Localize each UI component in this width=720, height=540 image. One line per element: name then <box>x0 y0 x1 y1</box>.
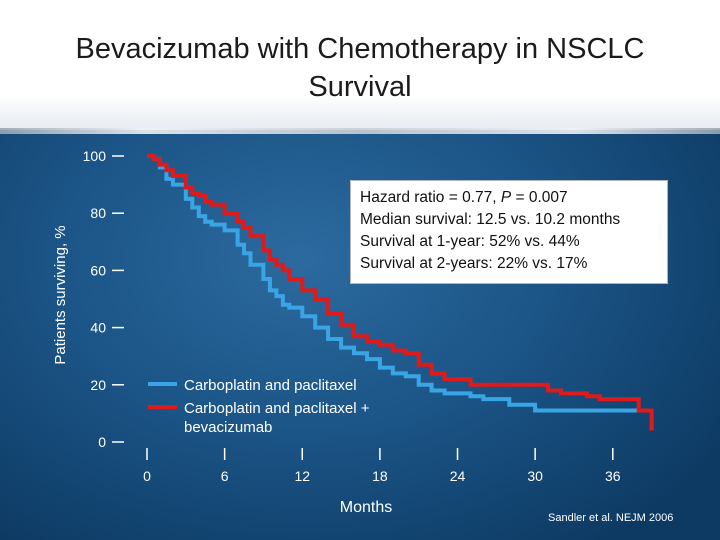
slide-title: Bevacizumab with Chemotherapy in NSCLC S… <box>10 30 710 106</box>
x-tick-label-6: 6 <box>221 468 229 484</box>
y-tick-label-60: 60 <box>90 262 106 278</box>
y-axis: 0 20 40 60 80 100 <box>83 148 124 450</box>
x-tick-label-0: 0 <box>143 468 151 484</box>
x-tick-label-36: 36 <box>605 468 621 484</box>
legend-label-control: Carboplatin and paclitaxel <box>184 377 357 394</box>
y-tick-label-20: 20 <box>90 377 106 393</box>
x-tick-label-18: 18 <box>372 468 388 484</box>
legend-label-treatment: Carboplatin and paclitaxel + <box>184 400 370 417</box>
x-axis-label: Months <box>340 499 392 516</box>
curve-treatment <box>147 154 654 431</box>
y-tick-label-0: 0 <box>98 434 106 450</box>
hazard-ratio-text: Hazard ratio = 0.77, <box>360 189 501 206</box>
x-axis: 0 6 12 18 24 30 36 <box>143 448 621 484</box>
x-tick-label-30: 30 <box>527 468 543 484</box>
y-tick-label-40: 40 <box>90 320 106 336</box>
title-line-1: Bevacizumab with Chemotherapy in NSCLC <box>75 33 645 65</box>
title-banner <box>0 0 720 130</box>
y-axis-label: Patients surviving, % <box>52 225 69 364</box>
legend-label-treatment-line2: bevacizumab <box>184 419 272 436</box>
p-value-text: = 0.007 <box>511 189 568 206</box>
y-tick-label-80: 80 <box>90 205 106 221</box>
y-tick-label-100: 100 <box>83 148 107 164</box>
median-survival-line: Median survival: 12.5 vs. 10.2 months <box>360 211 621 228</box>
title-line-2: Survival <box>308 71 412 103</box>
two-year-survival-line: Survival at 2-years: 22% vs. 17% <box>360 255 588 272</box>
statistics-box: Hazard ratio = 0.77, P = 0.007 Median su… <box>350 180 668 284</box>
p-symbol: P <box>500 189 512 206</box>
citation: Sandler et al. NEJM 2006 <box>548 512 674 524</box>
series-group <box>147 154 654 431</box>
hazard-ratio-line: Hazard ratio = 0.77, P = 0.007 <box>360 187 667 209</box>
one-year-survival-line: Survival at 1-year: 52% vs. 44% <box>360 233 580 250</box>
x-tick-label-12: 12 <box>294 468 310 484</box>
legend: Carboplatin and paclitaxel Carboplatin a… <box>148 377 370 436</box>
title-banner-divider <box>0 128 720 134</box>
x-tick-label-24: 24 <box>450 468 466 484</box>
curve-control <box>147 154 639 413</box>
